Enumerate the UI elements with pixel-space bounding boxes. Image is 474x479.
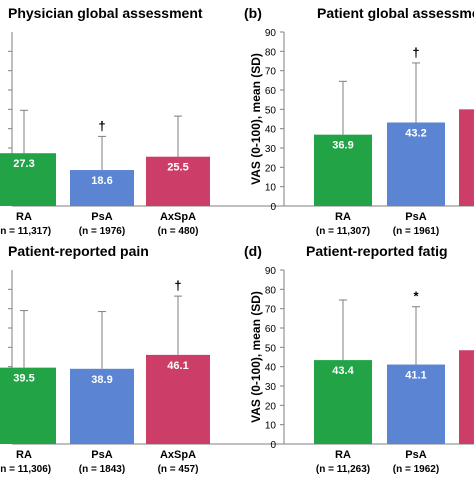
y-tick-label: 40	[265, 363, 277, 374]
y-tick-label: 0	[270, 202, 276, 213]
bar-value-label: 38.9	[91, 374, 112, 386]
panel-title: Patient global assessme	[317, 5, 474, 21]
category-n-label: (n = 11,306)	[0, 464, 51, 474]
category-n-label: (n = 1843)	[79, 464, 125, 474]
panel-patient-fatigue: (d) Patient-reported fatig 0 10 20 30 40 50 60…	[244, 243, 474, 475]
significance-marker: †	[174, 278, 181, 293]
bar-axspa	[146, 354, 210, 444]
bar-psa	[70, 170, 134, 206]
y-tick-label: 80	[265, 47, 277, 58]
category-label: RA	[335, 211, 351, 223]
y-tick-label: 40	[265, 125, 277, 136]
category-n-label: (n = 1962)	[393, 464, 439, 474]
y-tick-label: 90	[265, 266, 277, 277]
category-n-label: (n = 1961)	[393, 226, 439, 237]
category-n-label: (n = 480)	[158, 226, 199, 237]
y-tick-label: 20	[265, 401, 277, 412]
y-tick-label: 20	[265, 163, 277, 174]
y-tick-label: 70	[265, 67, 277, 78]
category-label: RA	[335, 449, 351, 461]
bar-ra	[0, 367, 56, 444]
bar-psa	[70, 368, 134, 444]
panel-title: Physician global assessment	[8, 5, 203, 21]
category-label: AxSpA	[160, 211, 196, 223]
y-tick-label: 60	[265, 86, 277, 97]
bar-ra	[314, 134, 372, 206]
category-n-label: (n = 11,263)	[316, 464, 370, 474]
y-tick-label: 50	[265, 105, 277, 116]
bar-	[459, 109, 474, 206]
category-n-label: (n = 11,317)	[0, 226, 51, 237]
bar-psa	[387, 364, 445, 444]
panel-patient-global: (b) Patient global assessme 0 10 20 30 40 50 6…	[244, 5, 474, 237]
bar-value-label: 36.9	[332, 140, 353, 152]
y-tick-label: 60	[265, 324, 277, 335]
bar-psa	[387, 122, 445, 206]
significance-marker: *	[413, 289, 419, 304]
bar-	[459, 350, 474, 444]
category-label: RA	[16, 449, 32, 461]
category-label: PsA	[405, 449, 426, 461]
bar-ra	[314, 360, 372, 444]
y-tick-label: 10	[265, 421, 277, 432]
panel-patient-pain: Patient-reported pain 39.5 RA (n = 11,306)…	[0, 243, 474, 475]
panel-title: Patient-reported fatig	[306, 243, 448, 259]
y-tick-label: 70	[265, 305, 277, 316]
bar-axspa	[146, 156, 210, 206]
category-label: RA	[16, 211, 32, 223]
y-tick-label: 50	[265, 343, 277, 354]
y-axis-label: VAS (0-100), mean (SD)	[249, 53, 263, 185]
significance-marker: †	[98, 118, 105, 133]
category-n-label: (n = 457)	[158, 464, 199, 474]
bar-value-label: 41.1	[405, 370, 426, 382]
y-tick-label: 30	[265, 144, 277, 155]
significance-marker: †	[412, 45, 419, 60]
bar-value-label: 25.5	[167, 162, 188, 174]
bar-value-label: 18.6	[91, 175, 112, 187]
category-n-label: (n = 1976)	[79, 226, 125, 237]
category-n-label: (n = 11,307)	[316, 226, 370, 237]
panel-physician-global: Physician global assessment 27.3 RA (n = 1…	[0, 5, 474, 237]
y-tick-label: 10	[265, 183, 277, 194]
bar-value-label: 43.2	[405, 127, 426, 139]
y-tick-label: 0	[270, 440, 276, 451]
category-label: PsA	[91, 211, 112, 223]
y-tick-label: 80	[265, 285, 277, 296]
bar-value-label: 27.3	[13, 158, 34, 170]
category-label: AxSpA	[160, 449, 196, 461]
y-tick-label: 90	[265, 28, 277, 39]
y-axis-label: VAS (0-100), mean (SD)	[249, 291, 263, 423]
bar-ra	[0, 153, 56, 206]
category-label: PsA	[405, 211, 426, 223]
bar-value-label: 39.5	[13, 373, 34, 385]
category-label: PsA	[91, 449, 112, 461]
bar-value-label: 46.1	[167, 360, 188, 372]
panel-letter: (b)	[244, 5, 262, 21]
panel-title: Patient-reported pain	[8, 243, 149, 259]
bar-value-label: 43.4	[332, 365, 354, 377]
panel-letter: (d)	[244, 243, 262, 259]
y-tick-label: 30	[265, 382, 277, 393]
